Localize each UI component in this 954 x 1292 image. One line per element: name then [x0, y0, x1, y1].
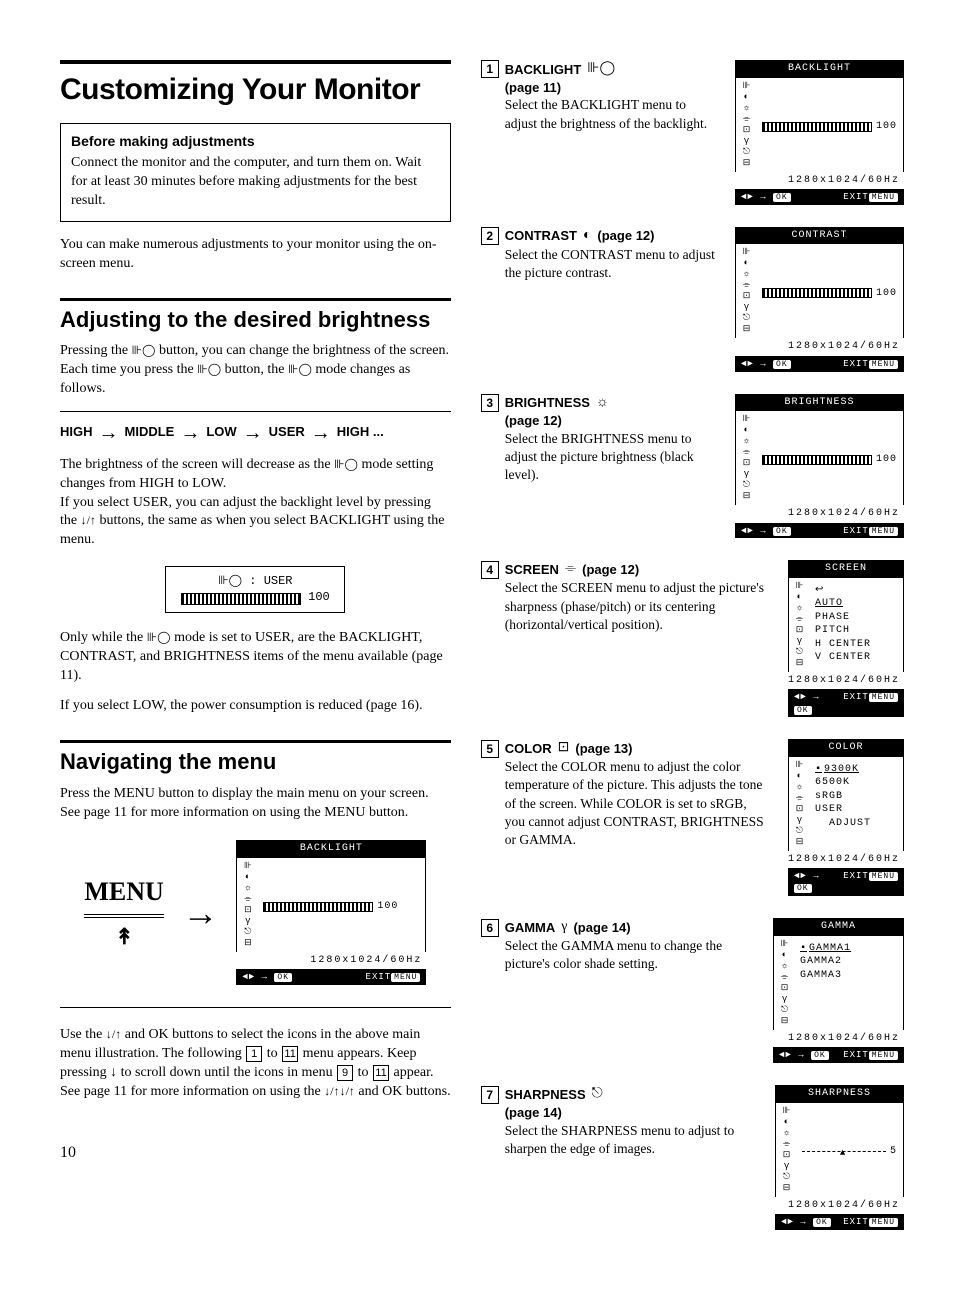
osd-brightness: BRIGHTNESS ⊪◐☼⌯⊡γ⎋⊟ 100 1280x1024/60Hz ◄…: [735, 394, 904, 539]
menu-item-gamma: 6 GAMMA γ (page 14) Select the GAMMA men…: [481, 918, 904, 1063]
arrow-icon: →: [182, 889, 218, 938]
before-body: Connect the monitor and the computer, an…: [71, 154, 440, 211]
intro-text: You can make numerous adjustments to you…: [60, 236, 451, 274]
updown-icon: ↓/↑↓/↑: [324, 1084, 355, 1098]
nav-diagram: MENU ↟ → BACKLIGHT ⊪◐☼⌯⊡γ⎋⊟ 100 1280x102…: [60, 840, 451, 1008]
updown-icon: ↓/↑: [81, 513, 96, 527]
brightness-cycle: HIGH→ MIDDLE→ LOW→ USER→ HIGH ...: [60, 411, 451, 442]
number-box: 6: [481, 919, 499, 937]
backlight-icon: ⊪◯: [147, 630, 171, 644]
contrast-icon: ◐: [583, 227, 591, 246]
osd-gamma: GAMMA ⊪◐☼⌯⊡γ⎋⊟ GAMMA1 GAMMA2 GAMMA3 1280…: [773, 918, 904, 1063]
menu-item-color: 5 COLOR ⊡ (page 13) Select the COLOR men…: [481, 739, 904, 896]
nav-p2: Use the ↓/↑ and OK buttons to select the…: [60, 1026, 451, 1102]
adjust-p3: Only while the ⊪◯ mode is set to USER, a…: [60, 629, 451, 686]
gamma-icon: γ: [561, 918, 567, 937]
backlight-icon: ⊪◯: [218, 574, 242, 588]
updown-icon: ↓/↑: [106, 1027, 121, 1041]
osd-screen: SCREEN ⊪◐☼⌯⊡γ⎋⊟ ↩ AUTO PHASE PITCH H CEN…: [788, 560, 904, 717]
number-box: 7: [481, 1086, 499, 1104]
nav-p1: Press the MENU button to display the mai…: [60, 785, 451, 823]
number-box: 1: [481, 60, 499, 78]
page-number: 10: [60, 1142, 451, 1164]
backlight-icon: ⊪◯: [197, 362, 221, 376]
osd-contrast: CONTRAST ⊪◐☼⌯⊡γ⎋⊟ 100 1280x1024/60Hz ◄► …: [735, 227, 904, 372]
brightness-icon: ☼: [596, 394, 609, 413]
number-box: 4: [481, 561, 499, 579]
before-heading: Before making adjustments: [71, 132, 440, 151]
osd-sharpness: SHARPNESS ⊪◐☼⌯⊡γ⎋⊟ ▲ 5 1280x1024/60Hz ◄►…: [775, 1085, 904, 1230]
menu-item-contrast: 2 CONTRAST ◐ (page 12) Select the CONTRA…: [481, 227, 904, 372]
before-box: Before making adjustments Connect the mo…: [60, 123, 451, 223]
menu-item-brightness: 3 BRIGHTNESS ☼ (page 12) Select the BRIG…: [481, 394, 904, 539]
backlight-icon: ⊪◯: [334, 457, 358, 471]
navigating-heading: Navigating the menu: [60, 740, 451, 774]
color-icon: ⊡: [558, 739, 570, 758]
backlight-icon: ⊪◯: [587, 60, 615, 79]
number-box: 3: [481, 394, 499, 412]
page-title: Customizing Your Monitor: [60, 60, 451, 111]
backlight-icon: ⊪◯: [132, 343, 156, 357]
adjust-p1: Pressing the ⊪◯ button, you can change t…: [60, 342, 451, 399]
number-box: 2: [481, 227, 499, 245]
osd-color: COLOR ⊪◐☼⌯⊡γ⎋⊟ 9300K 6500K sRGB USER ADJ…: [788, 739, 904, 896]
osd-main-diagram: BACKLIGHT ⊪◐☼⌯⊡γ⎋⊟ 100 1280x1024/60Hz ◄►…: [236, 840, 426, 985]
adjust-p4: If you select LOW, the power consumption…: [60, 697, 451, 716]
screen-icon: ⌯: [565, 560, 576, 579]
adjust-p2: The brightness of the screen will decrea…: [60, 456, 451, 550]
user-readout-box: ⊪◯ : USER 100: [165, 566, 345, 613]
menu-item-sharpness: 7 SHARPNESS ⎋ (page 14) Select the SHARP…: [481, 1085, 904, 1230]
sharpness-icon: ⎋: [592, 1085, 603, 1104]
menu-item-screen: 4 SCREEN ⌯ (page 12) Select the SCREEN m…: [481, 560, 904, 717]
menu-item-backlight: 1 BACKLIGHT ⊪◯ (page 11) Select the BACK…: [481, 60, 904, 205]
adjusting-heading: Adjusting to the desired brightness: [60, 298, 451, 332]
menu-button-diagram: MENU ↟: [84, 874, 164, 951]
backlight-icon: ⊪◯: [288, 362, 312, 376]
number-box: 5: [481, 740, 499, 758]
osd-backlight: BACKLIGHT ⊪◐☼⌯⊡γ⎋⊟ 100 1280x1024/60Hz ◄►…: [735, 60, 904, 205]
